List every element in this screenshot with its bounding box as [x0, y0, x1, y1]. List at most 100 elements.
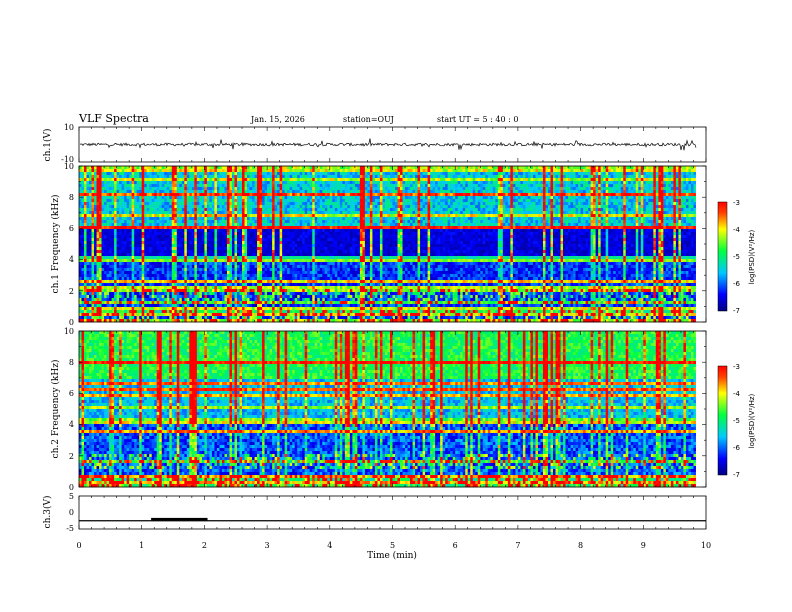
spectrogram-cell	[117, 172, 120, 175]
spectrogram-cell	[92, 241, 95, 244]
spectrogram-cell	[144, 313, 147, 316]
spectrogram-cell	[127, 187, 130, 190]
spectrogram-cell	[147, 259, 150, 262]
spectrogram-cell	[112, 316, 115, 319]
spectrogram-cell	[137, 184, 140, 187]
spectrogram-cell	[82, 295, 85, 298]
spectrogram-cell	[89, 304, 92, 307]
spectrogram-cell	[134, 307, 137, 310]
spectrogram-cell	[82, 190, 85, 193]
spectrogram-cell	[124, 304, 127, 307]
spectrogram-cell	[94, 295, 97, 298]
spectrogram-cell	[107, 229, 110, 232]
spectrogram-cell	[102, 310, 105, 313]
spectrogram-cell	[117, 256, 120, 259]
spectrogram-cell	[129, 247, 132, 250]
spectrogram-cell	[142, 298, 145, 301]
spectrogram-cell	[142, 235, 145, 238]
spectrogram-cell	[122, 238, 125, 241]
spectrogram-cell	[97, 205, 100, 208]
spectrogram-cell	[99, 181, 102, 184]
spectrogram-cell	[104, 295, 107, 298]
spectrogram-cell	[79, 253, 82, 256]
spectrogram-cell	[87, 310, 90, 313]
spectrogram-cell	[139, 292, 142, 295]
spectrogram-cell	[142, 217, 145, 220]
spectrogram-cell	[99, 229, 102, 232]
spectrogram-cell	[119, 220, 122, 223]
spectrogram-cell	[139, 205, 142, 208]
spectrogram-cell	[84, 208, 87, 211]
spectrogram-cell	[87, 214, 90, 217]
spectrogram-cell	[127, 277, 130, 280]
spectrogram-cell	[82, 178, 85, 181]
spectrogram-cell	[109, 262, 112, 265]
spectrogram-cell	[107, 184, 110, 187]
spectrogram-cell	[112, 310, 115, 313]
spectrogram-cell	[112, 235, 115, 238]
spectrogram-cell	[112, 295, 115, 298]
spectrogram-cell	[89, 226, 92, 229]
spectrogram-cell	[89, 217, 92, 220]
spectrogram-cell	[134, 169, 137, 172]
spectrogram-cell	[119, 277, 122, 280]
spectrogram-cell	[147, 220, 150, 223]
spectrogram-cell	[129, 217, 132, 220]
spectrogram-cell	[147, 310, 150, 313]
spectrogram-cell	[112, 313, 115, 316]
spectrogram-cell	[114, 253, 117, 256]
spectrogram-cell	[87, 220, 90, 223]
spectrogram-cell	[104, 220, 107, 223]
spectrogram-cell	[124, 295, 127, 298]
spectrogram-cell	[119, 238, 122, 241]
spectrogram-cell	[82, 187, 85, 190]
spectrogram-cell	[139, 268, 142, 271]
spectrogram-cell	[119, 304, 122, 307]
spectrogram-cell	[114, 280, 117, 283]
spectrogram-cell	[97, 175, 100, 178]
spectrogram-cell	[132, 226, 135, 229]
spectrogram-cell	[94, 211, 97, 214]
spectrogram-cell	[119, 223, 122, 226]
spectrogram-cell	[127, 196, 130, 199]
spectrogram-cell	[122, 223, 125, 226]
spectrogram-cell	[122, 301, 125, 304]
spectrogram-cell	[139, 199, 142, 202]
spectrogram-cell	[127, 313, 130, 316]
spectrogram-cell	[114, 271, 117, 274]
spectrogram-cell	[137, 316, 140, 319]
spectrogram-cell	[97, 199, 100, 202]
spectrogram-cell	[84, 277, 87, 280]
spectrogram-cell	[124, 229, 127, 232]
spectrogram-cell	[102, 268, 105, 271]
spectrogram-cell	[82, 310, 85, 313]
spectrogram-cell	[124, 262, 127, 265]
spectrogram-cell	[112, 250, 115, 253]
spectrogram-cell	[97, 214, 100, 217]
spectrogram-cell	[97, 304, 100, 307]
spectrogram-cell	[114, 310, 117, 313]
spectrogram-cell	[144, 256, 147, 259]
spectrogram-cell	[99, 217, 102, 220]
spectrogram-cell	[82, 208, 85, 211]
spectrogram-cell	[147, 187, 150, 190]
spectrogram-cell	[112, 226, 115, 229]
spectrogram-cell	[84, 313, 87, 316]
spectrogram-cell	[109, 169, 112, 172]
spectrogram-cell	[129, 175, 132, 178]
spectrogram-cell	[149, 211, 152, 214]
spectrogram-cell	[107, 247, 110, 250]
spectrogram-cell	[102, 286, 105, 289]
spectrogram-cell	[107, 307, 110, 310]
spectrogram-cell	[107, 262, 110, 265]
spectrogram-cell	[82, 205, 85, 208]
spectrogram-cell	[102, 181, 105, 184]
spectrogram-cell	[89, 232, 92, 235]
spectrogram-cell	[144, 211, 147, 214]
spectrogram-cell	[99, 208, 102, 211]
spectrogram-cell	[104, 214, 107, 217]
spectrogram-cell	[132, 259, 135, 262]
spectrogram-cell	[114, 238, 117, 241]
spectrogram-cell	[89, 193, 92, 196]
spectrogram-cell	[92, 250, 95, 253]
